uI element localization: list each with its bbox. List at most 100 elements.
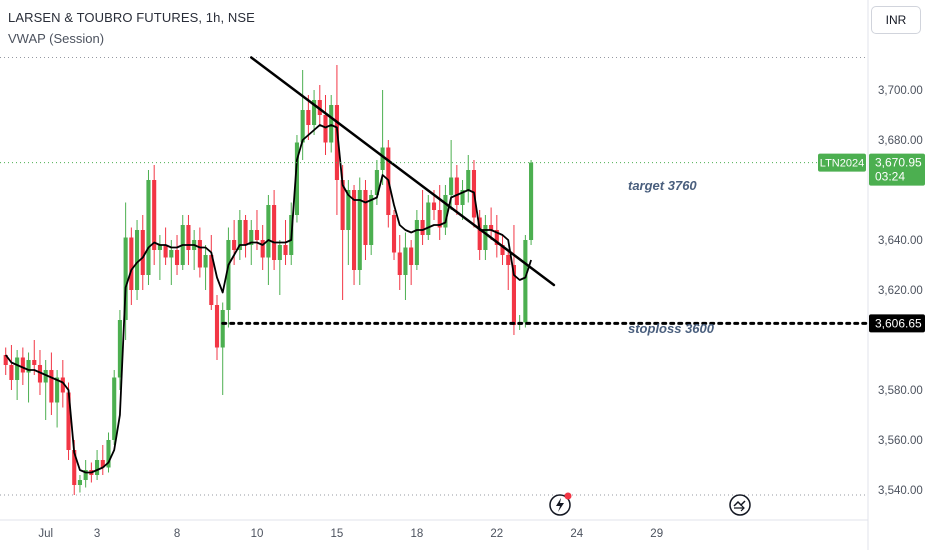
candle-body: [237, 220, 242, 250]
candle-body: [511, 265, 517, 325]
candle: [123, 202, 128, 340]
candle: [351, 185, 357, 285]
bar-countdown: 03:24: [875, 170, 905, 184]
candle-body: [43, 370, 48, 383]
event-icons: [549, 492, 751, 516]
candle-body: [329, 105, 334, 143]
candle-body: [3, 355, 8, 365]
candle: [334, 65, 339, 215]
price-axis[interactable]: 3,540.00 3,560.00 3,580.00 3,620.00 3,640.00…: [818, 85, 925, 497]
candle: [174, 235, 180, 275]
candle: [357, 177, 362, 285]
candle-body: [294, 142, 300, 215]
candle: [15, 350, 20, 400]
earnings-event-icon[interactable]: [729, 494, 751, 516]
candle-body: [60, 377, 65, 393]
drawings-layer: target 3760 stoploss 3600: [0, 56, 870, 336]
candle: [506, 250, 511, 290]
y-tick-label: 3,580.00: [878, 385, 923, 397]
candle-body: [374, 170, 379, 195]
candle-body: [312, 100, 317, 125]
candle-body: [357, 190, 362, 270]
candle-body: [443, 195, 448, 228]
candle-body: [83, 470, 88, 480]
candle-body: [483, 225, 488, 250]
candle: [214, 295, 220, 360]
candle: [272, 190, 277, 270]
candle-body: [277, 245, 282, 260]
candle-body: [152, 180, 157, 250]
candle: [363, 180, 368, 260]
candle-body: [197, 240, 202, 268]
candle-body: [37, 365, 43, 383]
x-tick-label: 29: [650, 528, 663, 540]
candle: [403, 232, 408, 300]
candle-body: [186, 225, 191, 250]
candle-body: [466, 170, 471, 190]
candle: [294, 135, 300, 223]
x-tick-label: Jul: [38, 528, 53, 540]
candle: [117, 310, 122, 390]
candle-body: [163, 245, 168, 258]
stop-price-badge[interactable]: [869, 314, 925, 333]
candle-body: [220, 310, 225, 348]
stoploss-annotation[interactable]: stoploss 3600: [628, 321, 715, 336]
candle-body: [460, 190, 465, 205]
candle: [306, 95, 311, 140]
candle-body: [157, 245, 162, 250]
candle-body: [140, 230, 145, 275]
candle-body: [260, 240, 265, 258]
candle: [49, 352, 54, 415]
candle-body: [351, 190, 357, 270]
candle-body: [95, 460, 100, 475]
candle-body: [66, 392, 71, 450]
candle-body: [346, 190, 351, 230]
target-annotation[interactable]: target 3760: [628, 178, 697, 193]
candle: [243, 215, 248, 258]
candle-body: [323, 115, 328, 143]
y-tick-label: 3,640.00: [878, 235, 923, 247]
candle: [209, 235, 214, 310]
candle: [511, 225, 517, 335]
candle-body: [449, 177, 454, 195]
candle: [409, 240, 414, 285]
y-tick-label: 3,560.00: [878, 435, 923, 447]
dividend-event-icon[interactable]: [549, 492, 572, 516]
candle: [95, 450, 100, 480]
candle-body: [134, 230, 140, 290]
candle: [477, 210, 482, 260]
candle: [523, 235, 528, 328]
candle-body: [506, 255, 511, 265]
candle-body: [369, 195, 374, 245]
candle-body: [266, 205, 271, 258]
candle: [437, 185, 442, 240]
candle: [414, 210, 419, 270]
candle: [483, 215, 488, 260]
candle-body: [391, 215, 397, 253]
candle-body: [283, 245, 288, 255]
candle: [129, 227, 134, 305]
candle-body: [409, 247, 414, 265]
candle: [312, 90, 317, 135]
x-tick-label: 15: [331, 528, 344, 540]
candle-body: [306, 110, 311, 125]
last-price-badge[interactable]: [869, 153, 925, 186]
candle-body: [209, 255, 214, 305]
candle-body: [55, 377, 60, 403]
candle-body: [123, 237, 128, 320]
x-tick-label: 22: [490, 528, 503, 540]
stop-price-value: 3,606.65: [875, 316, 922, 330]
x-tick-label: 18: [410, 528, 423, 540]
candle: [443, 185, 448, 235]
trendline[interactable]: [250, 56, 556, 287]
y-tick-label: 3,540.00: [878, 485, 923, 497]
candle: [163, 227, 168, 265]
candle: [277, 240, 282, 295]
indicator-legend[interactable]: VWAP (Session): [8, 31, 105, 46]
candle: [186, 215, 191, 265]
currency-button[interactable]: INR: [871, 6, 921, 34]
candle: [220, 302, 225, 395]
time-axis[interactable]: Jul 3 8 10 15 18 22 24 29: [38, 528, 663, 540]
